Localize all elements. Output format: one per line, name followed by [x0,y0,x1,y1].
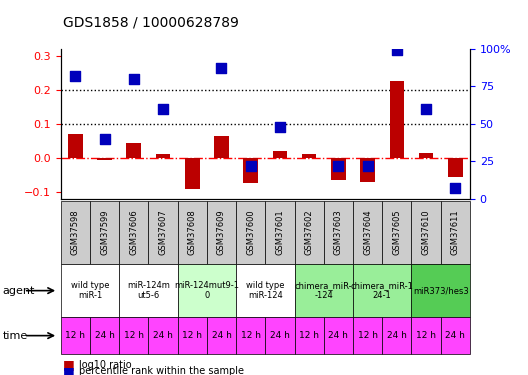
Text: chimera_miR-
-124: chimera_miR- -124 [295,281,353,300]
Text: 24 h: 24 h [153,331,173,340]
Point [71,73,80,79]
Text: GSM37610: GSM37610 [421,210,430,255]
Text: GSM37598: GSM37598 [71,210,80,255]
Text: 12 h: 12 h [124,331,144,340]
Text: wild type
miR-124: wild type miR-124 [246,281,285,300]
Text: ■: ■ [63,358,75,371]
Bar [127,142,141,158]
Text: 12 h: 12 h [65,331,86,340]
Bar [97,158,112,159]
Text: log10 ratio: log10 ratio [79,360,132,369]
Text: 12 h: 12 h [357,331,378,340]
Point [129,76,138,82]
Text: GSM37601: GSM37601 [276,210,285,255]
Bar [243,158,258,183]
Point [276,124,284,130]
Text: 24 h: 24 h [212,331,231,340]
Bar [214,136,229,158]
Bar [390,81,404,158]
Bar [419,153,433,158]
Text: GSM37604: GSM37604 [363,210,372,255]
Text: time: time [3,331,28,340]
Text: miR373/hes3: miR373/hes3 [413,286,468,295]
Text: 24 h: 24 h [270,331,290,340]
Text: 24 h: 24 h [95,331,115,340]
Bar [272,151,287,158]
Text: GSM37600: GSM37600 [246,210,255,255]
Text: GSM37609: GSM37609 [217,210,226,255]
Text: miR-124m
ut5-6: miR-124m ut5-6 [127,281,170,300]
Text: miR-124mut9-1
0: miR-124mut9-1 0 [174,281,239,300]
Text: 24 h: 24 h [446,331,465,340]
Text: 12 h: 12 h [416,331,436,340]
Text: GSM37603: GSM37603 [334,210,343,255]
Bar [156,154,171,158]
Point [247,163,255,169]
Text: 12 h: 12 h [182,331,202,340]
Text: 12 h: 12 h [299,331,319,340]
Point [363,163,372,169]
Text: GSM37606: GSM37606 [129,210,138,255]
Text: GSM37602: GSM37602 [305,210,314,255]
Text: chimera_miR-1
24-1: chimera_miR-1 24-1 [351,281,413,300]
Bar [360,158,375,182]
Bar [331,158,346,180]
Text: GSM37605: GSM37605 [392,210,401,255]
Text: percentile rank within the sample: percentile rank within the sample [79,366,244,375]
Text: agent: agent [3,286,35,296]
Bar [448,158,463,177]
Point [451,185,459,191]
Text: GSM37607: GSM37607 [158,210,167,255]
Text: 12 h: 12 h [241,331,261,340]
Bar [185,158,200,189]
Text: ■: ■ [63,365,75,375]
Point [393,47,401,53]
Bar [68,134,83,158]
Text: wild type
miR-1: wild type miR-1 [71,281,109,300]
Text: 24 h: 24 h [328,331,348,340]
Bar [302,154,316,158]
Text: GDS1858 / 10000628789: GDS1858 / 10000628789 [63,15,239,29]
Text: GSM37611: GSM37611 [451,210,460,255]
Text: GSM37599: GSM37599 [100,210,109,255]
Text: GSM37608: GSM37608 [188,210,197,255]
Point [159,106,167,112]
Point [100,136,109,142]
Point [217,65,225,71]
Point [334,163,343,169]
Point [422,106,430,112]
Text: 24 h: 24 h [387,331,407,340]
